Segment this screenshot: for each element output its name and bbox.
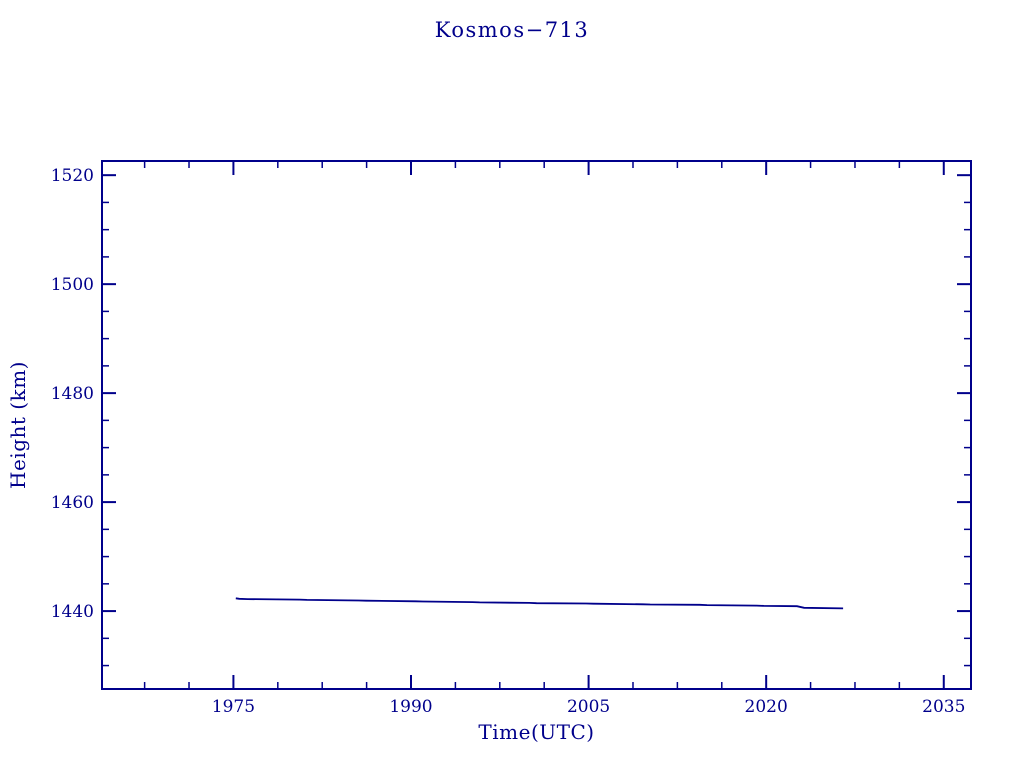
y-tick-label: 1460 [51,493,94,513]
y-tick-label: 1520 [51,166,94,186]
x-tick-label: 1990 [389,697,432,717]
y-tick-label: 1480 [51,384,94,404]
y-tick-label: 1440 [51,602,94,622]
data-line [235,597,844,610]
y-tick-label: 1500 [51,275,94,295]
x-tick-label: 2005 [567,697,610,717]
chart-title: Kosmos−713 [434,18,590,42]
x-tick-label: 2035 [922,697,965,717]
plot-frame [101,160,972,690]
x-tick-label: 2020 [745,697,788,717]
x-tick-label: 1975 [212,697,255,717]
y-axis-label-text: Height (km) [6,361,30,489]
x-axis-label: Time(UTC) [478,720,595,744]
